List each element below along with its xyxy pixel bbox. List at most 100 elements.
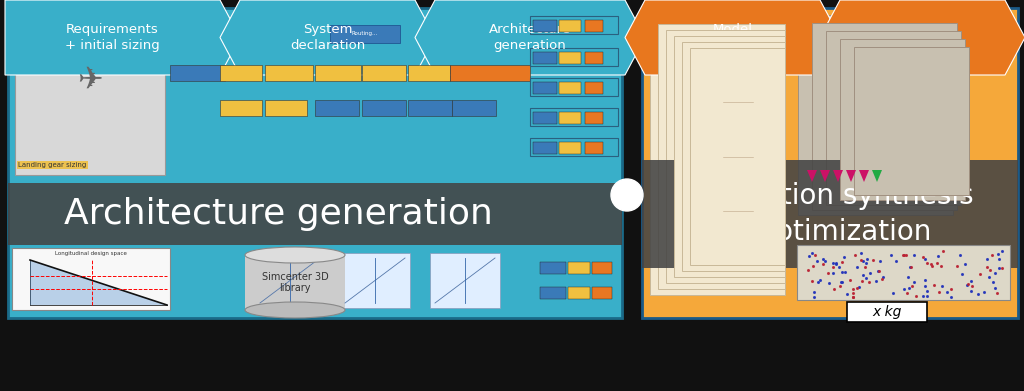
Point xyxy=(919,292,935,299)
Point xyxy=(929,260,945,266)
Text: System
declaration: System declaration xyxy=(290,23,366,52)
Point xyxy=(904,283,921,290)
Point xyxy=(900,274,916,280)
Point xyxy=(906,252,923,258)
Point xyxy=(824,260,841,267)
Point xyxy=(851,283,867,290)
Bar xyxy=(450,65,530,81)
Text: Architecture generation: Architecture generation xyxy=(63,197,493,231)
Bar xyxy=(592,287,612,299)
Bar xyxy=(220,100,262,116)
Bar xyxy=(12,248,170,310)
Point xyxy=(831,282,848,289)
Bar xyxy=(559,20,581,32)
Point xyxy=(994,265,1011,272)
Point xyxy=(920,288,936,294)
Polygon shape xyxy=(5,0,240,75)
Polygon shape xyxy=(833,170,843,182)
Bar xyxy=(430,253,500,308)
Bar xyxy=(585,20,603,32)
Point xyxy=(854,278,870,284)
Point xyxy=(982,267,998,273)
Bar xyxy=(534,52,557,64)
Point xyxy=(896,286,912,292)
Text: Simcenter 3D
library: Simcenter 3D library xyxy=(261,272,329,293)
Point xyxy=(853,257,869,264)
Point xyxy=(902,264,919,270)
Point xyxy=(804,250,820,256)
Point xyxy=(845,285,861,292)
Point xyxy=(964,283,980,289)
Bar xyxy=(585,52,603,64)
Point xyxy=(847,252,863,258)
Point xyxy=(812,277,828,283)
Point xyxy=(926,282,942,288)
Point xyxy=(899,289,915,296)
Bar xyxy=(220,65,262,81)
Point xyxy=(987,285,1004,291)
Point xyxy=(943,294,959,300)
Point xyxy=(805,264,821,270)
Point xyxy=(888,258,904,264)
Bar xyxy=(534,82,557,94)
Bar xyxy=(530,138,618,156)
Point xyxy=(849,285,865,291)
Point xyxy=(935,248,951,255)
Text: ✈: ✈ xyxy=(77,66,102,95)
Point xyxy=(870,268,887,274)
Point xyxy=(991,265,1008,271)
Bar xyxy=(530,78,618,96)
Bar xyxy=(592,262,612,274)
Point xyxy=(806,294,822,300)
Point xyxy=(828,260,845,266)
Bar xyxy=(245,255,345,310)
Bar xyxy=(642,160,1018,268)
Point xyxy=(916,283,933,289)
Polygon shape xyxy=(820,170,830,182)
Point xyxy=(896,251,912,258)
Bar xyxy=(315,100,359,116)
Point xyxy=(845,290,861,296)
Point xyxy=(952,252,969,258)
Point xyxy=(924,261,940,267)
Bar xyxy=(362,65,406,81)
Bar xyxy=(340,253,410,308)
Point xyxy=(874,274,891,280)
Text: Requirements
+ initial sizing: Requirements + initial sizing xyxy=(66,23,160,52)
Point xyxy=(821,280,838,287)
Point xyxy=(868,278,885,284)
Polygon shape xyxy=(859,170,869,182)
Point xyxy=(991,256,1008,262)
Point xyxy=(834,269,850,275)
Point xyxy=(804,278,820,284)
Bar xyxy=(530,48,618,66)
Bar xyxy=(568,262,590,274)
Point xyxy=(958,282,975,289)
Bar xyxy=(170,65,225,81)
Point xyxy=(961,281,977,287)
Point xyxy=(806,289,822,295)
Point xyxy=(895,252,911,258)
Bar xyxy=(530,16,618,34)
Bar xyxy=(540,262,566,274)
Point xyxy=(825,286,842,292)
Point xyxy=(905,279,922,285)
Text: Architecture
generation: Architecture generation xyxy=(488,23,571,52)
Point xyxy=(953,271,970,277)
Point xyxy=(858,260,874,266)
Point xyxy=(979,256,995,262)
Point xyxy=(883,252,899,258)
Point xyxy=(903,264,920,270)
Point xyxy=(918,277,934,283)
Point xyxy=(985,279,1001,285)
Point xyxy=(979,264,995,270)
Bar xyxy=(568,287,590,299)
Point xyxy=(970,291,986,297)
Text: Landing gear sizing: Landing gear sizing xyxy=(18,162,86,168)
Text: Simulation synthesis
& optimization: Simulation synthesis & optimization xyxy=(686,181,974,246)
Bar xyxy=(812,23,957,210)
Point xyxy=(865,256,882,263)
Point xyxy=(815,260,831,267)
Bar xyxy=(8,8,622,318)
Point xyxy=(859,256,876,262)
